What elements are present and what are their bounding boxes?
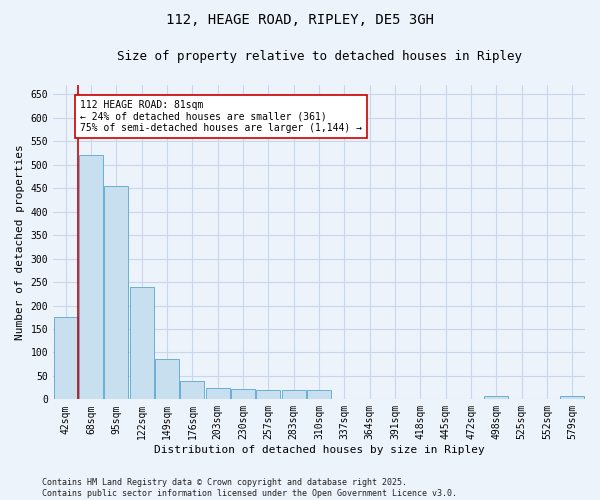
Text: 112, HEAGE ROAD, RIPLEY, DE5 3GH: 112, HEAGE ROAD, RIPLEY, DE5 3GH (166, 12, 434, 26)
Bar (206, 388, 230, 400)
Bar (181, 380, 205, 400)
Bar (484, 396, 508, 400)
Y-axis label: Number of detached properties: Number of detached properties (15, 144, 25, 340)
Bar (79, 156, 103, 400)
Text: 112 HEAGE ROAD: 81sqm
← 24% of detached houses are smaller (361)
75% of semi-det: 112 HEAGE ROAD: 81sqm ← 24% of detached … (80, 100, 362, 133)
Title: Size of property relative to detached houses in Ripley: Size of property relative to detached ho… (116, 50, 521, 63)
Bar (560, 396, 584, 400)
Bar (307, 390, 331, 400)
X-axis label: Distribution of detached houses by size in Ripley: Distribution of detached houses by size … (154, 445, 484, 455)
Bar (281, 390, 306, 400)
Bar (231, 389, 255, 400)
Bar (155, 360, 179, 400)
Bar (130, 286, 154, 400)
Text: Contains HM Land Registry data © Crown copyright and database right 2025.
Contai: Contains HM Land Registry data © Crown c… (42, 478, 457, 498)
Bar (104, 186, 128, 400)
Bar (53, 317, 78, 400)
Bar (256, 390, 280, 400)
